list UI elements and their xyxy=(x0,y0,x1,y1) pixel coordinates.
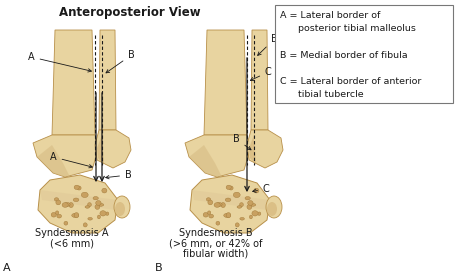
Ellipse shape xyxy=(233,192,240,198)
Ellipse shape xyxy=(95,204,100,209)
Ellipse shape xyxy=(244,197,250,200)
Ellipse shape xyxy=(226,185,231,190)
Ellipse shape xyxy=(74,185,79,190)
Ellipse shape xyxy=(249,215,252,219)
Polygon shape xyxy=(95,130,131,168)
Ellipse shape xyxy=(251,211,258,216)
Text: B: B xyxy=(257,34,277,55)
Ellipse shape xyxy=(115,202,125,216)
Text: B: B xyxy=(233,134,250,150)
Ellipse shape xyxy=(64,202,70,206)
Ellipse shape xyxy=(267,202,276,216)
FancyBboxPatch shape xyxy=(274,5,452,103)
Ellipse shape xyxy=(71,213,78,218)
Text: A: A xyxy=(28,52,91,72)
Ellipse shape xyxy=(228,186,233,190)
Polygon shape xyxy=(33,135,98,177)
Ellipse shape xyxy=(83,223,87,227)
Polygon shape xyxy=(247,130,283,168)
Ellipse shape xyxy=(225,198,230,202)
Text: A: A xyxy=(3,263,10,273)
Ellipse shape xyxy=(235,223,239,227)
Ellipse shape xyxy=(73,198,79,202)
Ellipse shape xyxy=(203,213,208,217)
Ellipse shape xyxy=(208,214,213,218)
Ellipse shape xyxy=(253,188,258,193)
Ellipse shape xyxy=(220,202,225,207)
Ellipse shape xyxy=(88,217,92,220)
Text: A = Lateral border of
      posterior tibial malleolus

B = Medial border of fib: A = Lateral border of posterior tibial m… xyxy=(279,11,420,99)
Ellipse shape xyxy=(56,200,61,205)
Polygon shape xyxy=(97,135,104,165)
Text: C: C xyxy=(252,184,269,194)
Ellipse shape xyxy=(100,211,106,216)
Ellipse shape xyxy=(207,211,210,214)
Ellipse shape xyxy=(93,197,98,200)
Polygon shape xyxy=(52,30,95,135)
Ellipse shape xyxy=(106,212,109,215)
Ellipse shape xyxy=(56,211,59,214)
Ellipse shape xyxy=(87,203,91,207)
Ellipse shape xyxy=(64,221,68,225)
Text: B: B xyxy=(155,263,162,273)
Polygon shape xyxy=(203,30,247,135)
Ellipse shape xyxy=(97,215,100,219)
Ellipse shape xyxy=(206,198,210,201)
Ellipse shape xyxy=(249,203,255,206)
Text: Anteroposterior View: Anteroposterior View xyxy=(59,6,200,19)
Polygon shape xyxy=(38,175,118,233)
Text: B: B xyxy=(106,170,131,180)
Ellipse shape xyxy=(54,198,59,201)
Ellipse shape xyxy=(69,202,73,207)
Polygon shape xyxy=(248,135,255,165)
Ellipse shape xyxy=(247,204,251,209)
Ellipse shape xyxy=(239,203,243,207)
Text: Syndesmosis A: Syndesmosis A xyxy=(35,228,108,238)
Polygon shape xyxy=(192,190,269,210)
Polygon shape xyxy=(250,30,268,130)
Text: fibular width): fibular width) xyxy=(183,248,248,258)
Ellipse shape xyxy=(85,206,90,208)
Text: (>6 mm, or 42% of: (>6 mm, or 42% of xyxy=(169,238,262,248)
Ellipse shape xyxy=(81,192,88,198)
Ellipse shape xyxy=(239,217,244,220)
Ellipse shape xyxy=(51,213,56,217)
Ellipse shape xyxy=(96,201,101,205)
Ellipse shape xyxy=(57,214,61,218)
Ellipse shape xyxy=(247,201,253,205)
Polygon shape xyxy=(188,145,221,177)
Polygon shape xyxy=(99,30,116,130)
Ellipse shape xyxy=(223,213,230,218)
Text: A: A xyxy=(50,152,92,168)
Ellipse shape xyxy=(216,202,222,206)
Ellipse shape xyxy=(216,221,219,225)
Ellipse shape xyxy=(62,203,68,207)
Ellipse shape xyxy=(77,186,81,190)
Polygon shape xyxy=(185,135,249,177)
Ellipse shape xyxy=(237,206,241,208)
Ellipse shape xyxy=(265,196,281,218)
Ellipse shape xyxy=(207,200,212,205)
Text: Syndesmosis B: Syndesmosis B xyxy=(179,228,252,238)
Ellipse shape xyxy=(257,212,260,215)
Polygon shape xyxy=(37,145,69,177)
Text: (<6 mm): (<6 mm) xyxy=(50,238,94,248)
Ellipse shape xyxy=(97,203,104,206)
Text: B: B xyxy=(106,50,135,73)
Ellipse shape xyxy=(74,213,79,218)
Polygon shape xyxy=(190,175,269,233)
Ellipse shape xyxy=(101,188,106,193)
Ellipse shape xyxy=(226,213,230,218)
Polygon shape xyxy=(40,190,118,210)
Ellipse shape xyxy=(213,203,220,207)
Text: C: C xyxy=(250,67,271,81)
Ellipse shape xyxy=(114,196,130,218)
